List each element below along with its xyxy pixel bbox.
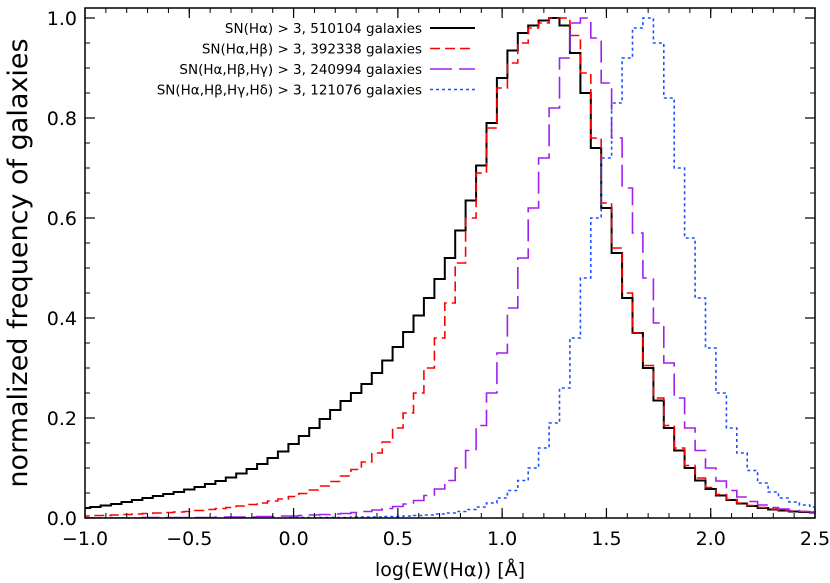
y-tick-label: 0.2 [47, 408, 77, 430]
series-line-3 [85, 17, 815, 518]
x-axis-title: log(EW(Hα)) [Å] [375, 558, 525, 581]
x-tick-label: −1.0 [62, 528, 108, 550]
plot-frame [84, 7, 816, 519]
legend-label-4: SN(Hα,Hβ,Hγ,Hδ) > 3, 121076 galaxies [157, 83, 422, 99]
x-tick-label: 0.5 [383, 528, 413, 550]
x-tick-label: −0.5 [166, 528, 212, 550]
legend-label-3: SN(Hα,Hβ,Hγ) > 3, 240994 galaxies [179, 62, 422, 78]
series-line-4 [85, 17, 815, 518]
y-tick-label: 0.4 [47, 308, 77, 330]
x-tick-label: 1.5 [591, 528, 621, 550]
y-tick-label: 0.6 [47, 208, 77, 230]
y-tick-label: 1.0 [47, 8, 77, 30]
y-tick-label: 0.8 [47, 108, 77, 130]
x-tick-label: 1.0 [487, 528, 517, 550]
x-tick-label: 2.0 [696, 528, 726, 550]
legend: SN(Hα) > 3, 510104 galaxies SN(Hα,Hβ) > 3… [157, 21, 475, 99]
axis-ticks [84, 8, 816, 519]
x-tick-label: 2.5 [800, 528, 830, 550]
y-axis-title: normalized frequency of galaxies [3, 38, 34, 487]
x-tick-label: 0.0 [278, 528, 308, 550]
legend-label-2: SN(Hα,Hβ) > 3, 392338 galaxies [202, 42, 422, 58]
y-tick-label: 0.0 [47, 508, 77, 530]
legend-label-1: SN(Hα) > 3, 510104 galaxies [225, 21, 422, 37]
